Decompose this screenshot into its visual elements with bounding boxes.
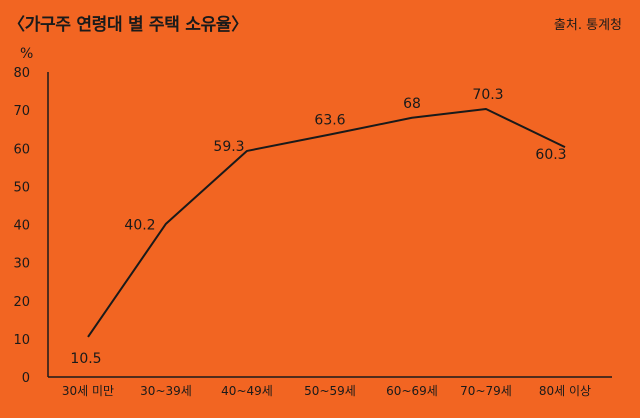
y-tick-label: 60 [13,142,30,157]
y-tick-label: 20 [13,295,30,310]
y-axis-unit: % [20,46,33,62]
data-label: 59.3 [213,139,244,155]
x-tick-label: 30~39세 [140,384,192,398]
data-label: 60.3 [535,147,566,163]
y-tick-label: 80 [13,66,30,81]
x-tick-label: 70~79세 [460,384,512,398]
x-tick-label: 40~49세 [221,384,273,398]
data-label: 40.2 [124,218,155,234]
data-label: 68 [403,96,421,112]
series-line [87,107,566,338]
y-tick-label: 70 [13,104,30,119]
chart-title: 〈가구주 연령대 별 주택 소유율〉 [8,15,248,35]
y-tick-label: 0 [22,371,30,386]
y-tick-label: 40 [13,219,30,234]
data-label: 63.6 [314,113,345,129]
y-tick-label: 10 [13,333,30,348]
source-note: 출처. 통계청 [553,18,622,33]
y-tick-label: 50 [13,180,30,195]
x-tick-label: 50~59세 [304,384,356,398]
x-tick-label: 80세 이상 [539,384,591,398]
y-tick-label: 30 [13,257,30,272]
x-tick-label: 60~69세 [386,384,438,398]
data-label: 10.5 [70,351,101,367]
data-label: 70.3 [472,87,503,103]
x-tick-label: 30세 미만 [62,384,114,398]
